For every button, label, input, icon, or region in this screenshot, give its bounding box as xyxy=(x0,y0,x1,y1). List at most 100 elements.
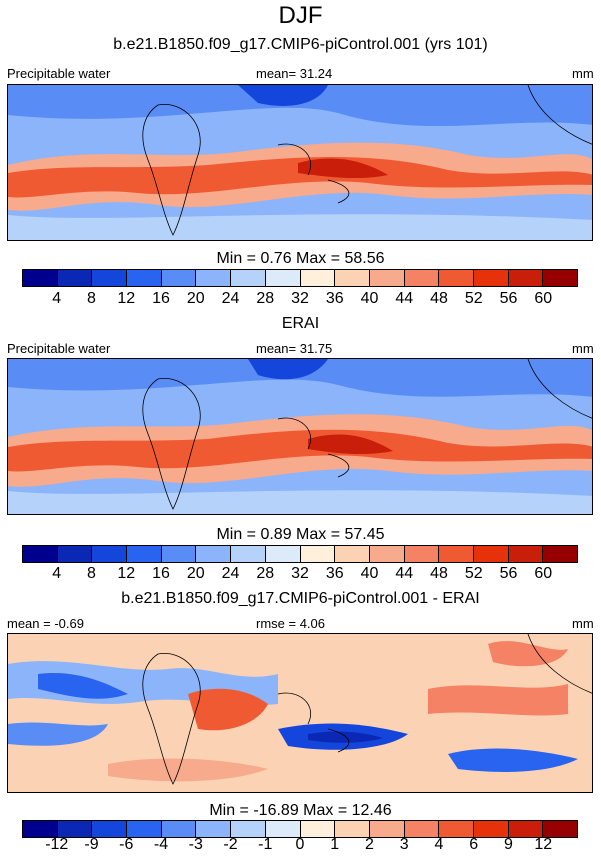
colorbar-swatch xyxy=(473,270,509,286)
panel-3-subtitle: b.e21.B1850.f09_g17.CMIP6-piControl.001 … xyxy=(121,590,480,607)
colorbar-tick-label: 16 xyxy=(152,565,170,582)
colorbar-tick-label: -12 xyxy=(45,836,69,853)
panel-3-mean-label: mean = -0.69 xyxy=(7,616,84,631)
colorbar-tick-label: 36 xyxy=(325,290,344,307)
colorbar-tick-label: -9 xyxy=(84,836,99,853)
panel-1-map-field xyxy=(8,85,592,240)
panel-1-colorbar xyxy=(22,269,578,287)
colorbar-swatch xyxy=(127,821,162,837)
panel-1-colorbar-ticks: 4 8 12 16 20 24 28 32 36 40 44 48 52 56 60 xyxy=(22,290,578,310)
colorbar-swatch xyxy=(473,821,509,837)
panel-2-map-field xyxy=(8,359,592,514)
colorbar-swatch xyxy=(92,821,128,837)
colorbar-tick-label: 12 xyxy=(117,565,136,582)
colorbar-tick-label: 36 xyxy=(325,565,344,582)
colorbar-tick-label: 8 xyxy=(87,290,96,307)
colorbar-tick-label: -1 xyxy=(258,836,273,853)
panel-1-map xyxy=(7,84,593,241)
colorbar-tick-label: 4 xyxy=(52,290,62,307)
panel-1-subtitle: b.e21.B1850.f09_g17.CMIP6-piControl.001 … xyxy=(113,36,488,53)
colorbar-tick-label: 44 xyxy=(395,290,414,307)
colorbar-tick-label: 28 xyxy=(256,290,275,307)
colorbar-swatch xyxy=(92,546,128,562)
colorbar-swatch xyxy=(231,821,266,837)
panel-1-mean-label: mean= 31.24 xyxy=(256,66,333,81)
colorbar-tick-label: 48 xyxy=(430,565,448,582)
colorbar-tick-label: 2 xyxy=(365,836,374,853)
colorbar-swatch xyxy=(196,546,232,562)
colorbar-tick-label: 56 xyxy=(499,565,518,582)
colorbar-tick-label: -2 xyxy=(223,836,238,853)
colorbar-swatch xyxy=(335,546,370,562)
colorbar-swatch xyxy=(92,270,128,286)
panel-3-rmse-label: rmse = 4.06 xyxy=(256,616,326,631)
panel-3-colorbar xyxy=(22,820,578,838)
colorbar-swatch xyxy=(439,546,474,562)
panel-3-units-label: mm xyxy=(572,616,594,631)
colorbar-swatch xyxy=(543,546,577,562)
colorbar-tick-label: 32 xyxy=(291,565,309,582)
panel-2-units-label: mm xyxy=(572,341,594,356)
colorbar-tick-label: 60 xyxy=(534,290,553,307)
colorbar-tick-label: 3 xyxy=(399,836,409,853)
colorbar-swatch xyxy=(57,270,93,286)
colorbar-tick-label: 0 xyxy=(295,836,305,853)
colorbar-swatch xyxy=(404,270,440,286)
panel-3-map-field xyxy=(8,634,592,792)
colorbar-swatch xyxy=(300,821,336,837)
colorbar-swatch xyxy=(265,270,301,286)
colorbar-swatch xyxy=(161,546,197,562)
colorbar-swatch xyxy=(265,546,301,562)
panel-2-colorbar xyxy=(22,545,578,563)
colorbar-swatch xyxy=(161,821,197,837)
colorbar-swatch xyxy=(127,270,162,286)
colorbar-swatch xyxy=(196,821,232,837)
panel-2-mean-label: mean= 31.75 xyxy=(256,341,333,356)
colorbar-swatch xyxy=(369,546,405,562)
colorbar-swatch xyxy=(335,821,370,837)
colorbar-tick-label: 12 xyxy=(534,836,553,853)
colorbar-swatch xyxy=(335,270,370,286)
colorbar-swatch xyxy=(231,546,266,562)
colorbar-swatch xyxy=(127,546,162,562)
colorbar-tick-label: 24 xyxy=(221,565,240,582)
colorbar-swatch xyxy=(23,546,58,562)
colorbar-swatch xyxy=(439,270,474,286)
colorbar-tick-label: 44 xyxy=(395,565,414,582)
colorbar-tick-label: 24 xyxy=(221,290,240,307)
colorbar-tick-label: 4 xyxy=(52,565,62,582)
colorbar-swatch xyxy=(196,270,232,286)
colorbar-swatch xyxy=(369,270,405,286)
colorbar-tick-label: 16 xyxy=(152,290,170,307)
colorbar-swatch xyxy=(543,270,577,286)
panel-3-minmax: Min = -16.89 Max = 12.46 xyxy=(209,802,392,819)
colorbar-swatch xyxy=(161,270,197,286)
colorbar-tick-label: 48 xyxy=(430,290,448,307)
colorbar-swatch xyxy=(57,546,93,562)
colorbar-swatch xyxy=(57,821,93,837)
panel-2-minmax: Min = 0.89 Max = 57.45 xyxy=(216,526,385,543)
colorbar-tick-label: 4 xyxy=(434,836,444,853)
panel-3-map xyxy=(7,633,593,793)
colorbar-tick-label: 1 xyxy=(330,836,340,853)
colorbar-tick-label: -3 xyxy=(188,836,203,853)
colorbar-tick-label: 20 xyxy=(186,290,205,307)
colorbar-swatch xyxy=(369,821,405,837)
colorbar-tick-label: 60 xyxy=(534,565,553,582)
colorbar-tick-label: 40 xyxy=(360,290,379,307)
colorbar-swatch xyxy=(231,270,266,286)
colorbar-swatch xyxy=(439,821,474,837)
colorbar-swatch xyxy=(23,821,58,837)
colorbar-tick-label: 6 xyxy=(469,836,479,853)
colorbar-tick-label: -4 xyxy=(153,836,169,853)
colorbar-tick-label: 52 xyxy=(464,565,483,582)
panel-2-variable-label: Precipitable water xyxy=(7,341,111,356)
colorbar-swatch xyxy=(404,821,440,837)
colorbar-swatch xyxy=(508,821,544,837)
colorbar-tick-label: 32 xyxy=(291,290,309,307)
colorbar-swatch xyxy=(404,546,440,562)
colorbar-tick-label: 20 xyxy=(186,565,205,582)
colorbar-tick-label: 12 xyxy=(117,290,136,307)
colorbar-swatch xyxy=(300,270,336,286)
panel-1-minmax: Min = 0.76 Max = 58.56 xyxy=(216,250,385,267)
